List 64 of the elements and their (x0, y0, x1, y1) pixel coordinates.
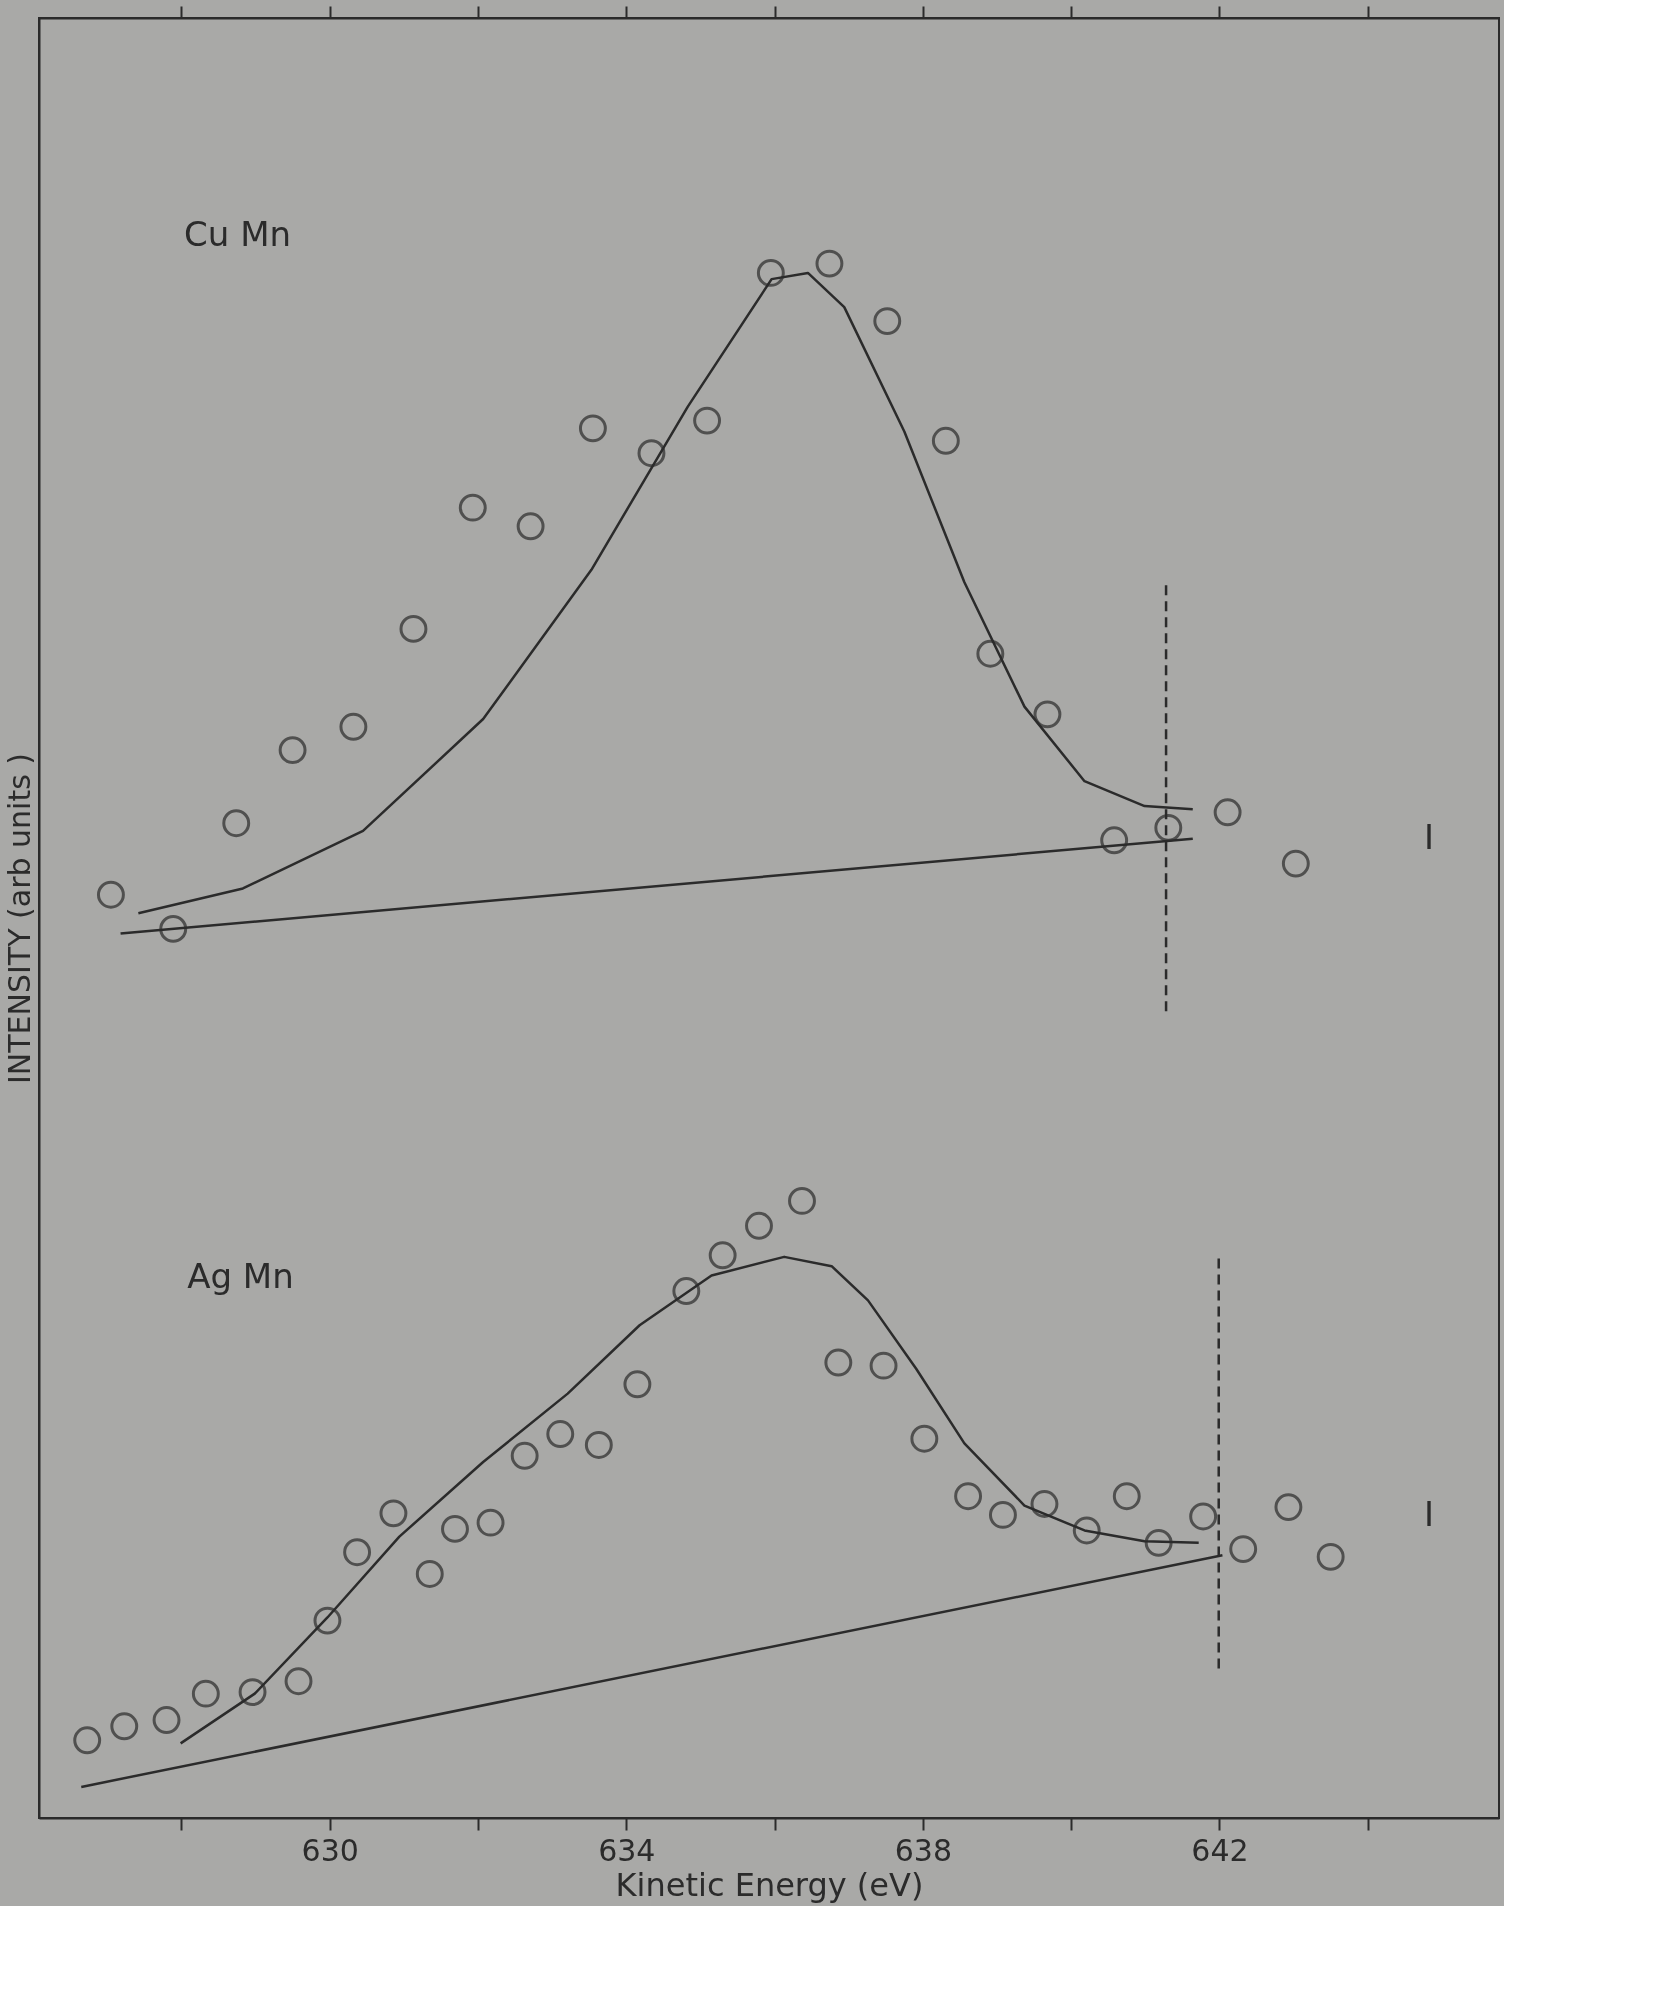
point (637, 439, 666, 468)
point (1100, 826, 1129, 855)
point (441, 1514, 469, 1543)
point (238, 1678, 267, 1707)
point (745, 1211, 773, 1240)
point (516, 512, 545, 541)
point (278, 736, 307, 765)
point (546, 1420, 575, 1448)
point (1033, 700, 1062, 729)
point (756, 259, 785, 287)
point (415, 1560, 444, 1588)
point (110, 1712, 139, 1741)
point (1189, 1502, 1218, 1531)
point (873, 307, 902, 336)
point (824, 1348, 853, 1377)
annotation: I (1423, 1493, 1434, 1534)
point (1281, 849, 1310, 878)
point (284, 1667, 313, 1696)
x-tick-label: 638 (894, 1832, 952, 1868)
point (931, 426, 960, 455)
point (578, 414, 607, 443)
point (584, 1431, 613, 1459)
point (788, 1186, 816, 1215)
point (623, 1370, 652, 1399)
point (96, 880, 125, 909)
point (159, 914, 188, 943)
annotation: I (1423, 816, 1434, 857)
x-tick-label: 630 (301, 1832, 359, 1868)
point (910, 1424, 939, 1453)
point (672, 1277, 701, 1305)
point (1154, 813, 1183, 842)
x-tick-label: 634 (598, 1832, 656, 1868)
point (476, 1508, 505, 1537)
point (988, 1500, 1017, 1529)
x-axis-title: Kinetic Energy (eV) (615, 1865, 924, 1904)
point (869, 1351, 898, 1380)
point (1072, 1516, 1101, 1545)
point (976, 639, 1005, 668)
x-tick-label: 642 (1191, 1832, 1249, 1868)
point (1213, 798, 1242, 827)
point (510, 1441, 539, 1470)
point (399, 614, 428, 643)
point (1112, 1482, 1141, 1511)
point (1030, 1490, 1059, 1518)
point (313, 1606, 342, 1635)
point (1229, 1535, 1258, 1564)
text: Cu Mn (184, 213, 292, 254)
point (708, 1241, 737, 1270)
point (815, 249, 844, 278)
point (1144, 1528, 1173, 1557)
point (343, 1538, 372, 1567)
point (339, 712, 368, 741)
point (379, 1499, 408, 1528)
point (458, 493, 487, 522)
point (222, 809, 251, 838)
point (152, 1706, 181, 1734)
point (954, 1482, 983, 1511)
point (191, 1679, 220, 1708)
annotation: Ag Mn (187, 1256, 294, 1296)
point (1274, 1493, 1303, 1522)
point (693, 406, 722, 435)
y-axis-title: INTENSITY (arb units ) (1, 752, 37, 1085)
point (1316, 1542, 1345, 1571)
point (73, 1726, 102, 1755)
